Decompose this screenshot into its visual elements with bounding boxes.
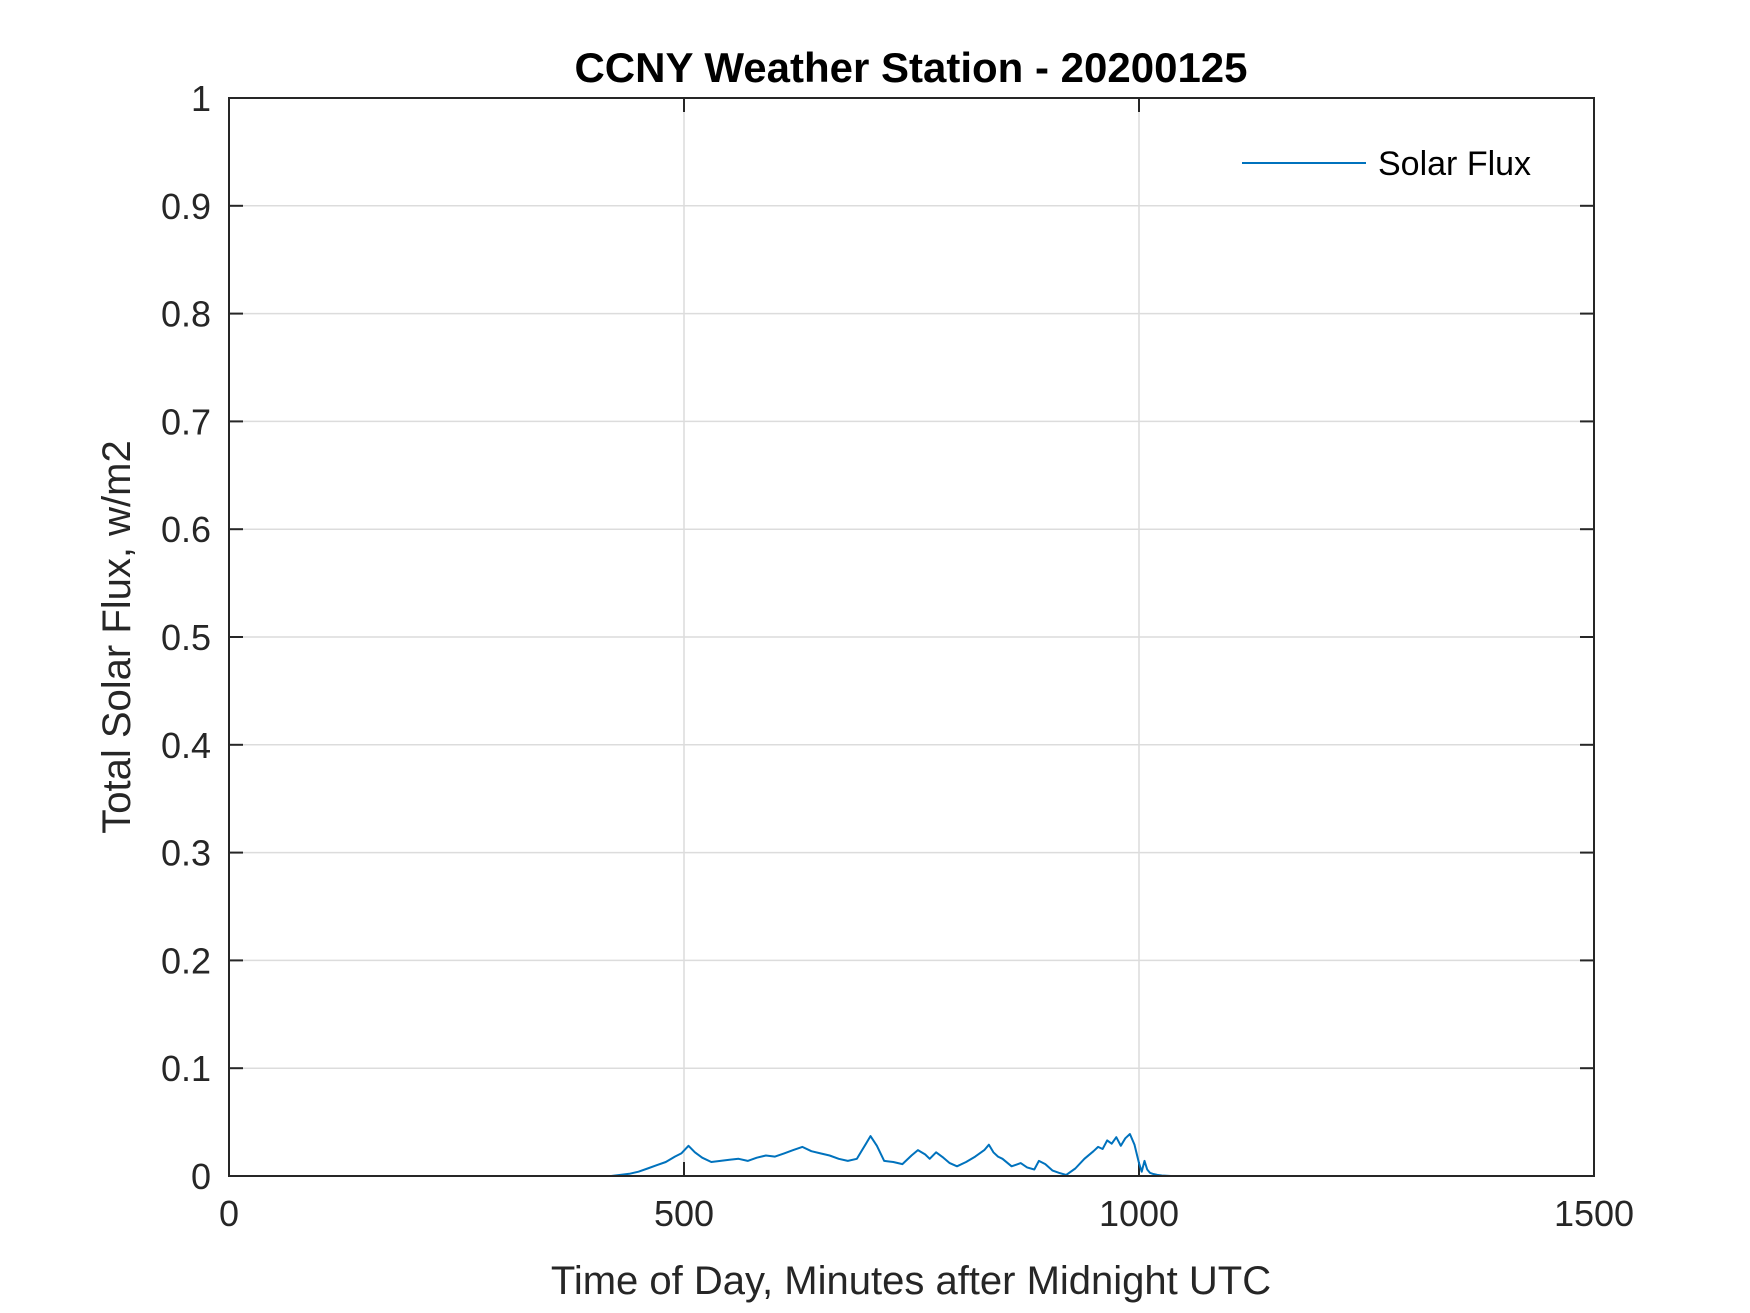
y-axis-title: Total Solar Flux, w/m2: [95, 440, 139, 833]
x-tick-label: 500: [654, 1193, 714, 1234]
y-tick-label: 0.5: [161, 617, 211, 658]
y-tick-label: 0.4: [161, 725, 211, 766]
x-tick-label: 1000: [1099, 1193, 1179, 1234]
y-tick-label: 1: [191, 78, 211, 119]
legend-label-solar-flux: Solar Flux: [1378, 145, 1531, 183]
series-line-solar-flux: [229, 1133, 1540, 1177]
y-tick-label: 0.7: [161, 401, 211, 442]
chart-title: CCNY Weather Station - 20200125: [574, 44, 1247, 91]
y-tick-label: 0.2: [161, 940, 211, 981]
series-layer: [229, 1133, 1540, 1177]
x-tick-label: 0: [219, 1193, 239, 1234]
y-tick-label: 0.8: [161, 294, 211, 335]
y-tick-label: 0.6: [161, 509, 211, 550]
axes-box: [228, 97, 1595, 1177]
x-axis-title: Time of Day, Minutes after Midnight UTC: [551, 1259, 1271, 1303]
grid-lines: [229, 98, 1594, 1176]
y-tick-label: 0.1: [161, 1048, 211, 1089]
y-tick-labels: 0 0.1 0.2 0.3 0.4 0.5 0.6 0.7 0.8 0.9 1: [161, 78, 211, 1197]
y-tick-label: 0: [191, 1156, 211, 1197]
y-tick-label: 0.9: [161, 186, 211, 227]
x-tick-label: 1500: [1554, 1193, 1634, 1234]
x-tick-labels: 0 500 1000 1500: [219, 1193, 1634, 1234]
y-tick-label: 0.3: [161, 833, 211, 874]
legend: Solar Flux: [1242, 145, 1531, 183]
